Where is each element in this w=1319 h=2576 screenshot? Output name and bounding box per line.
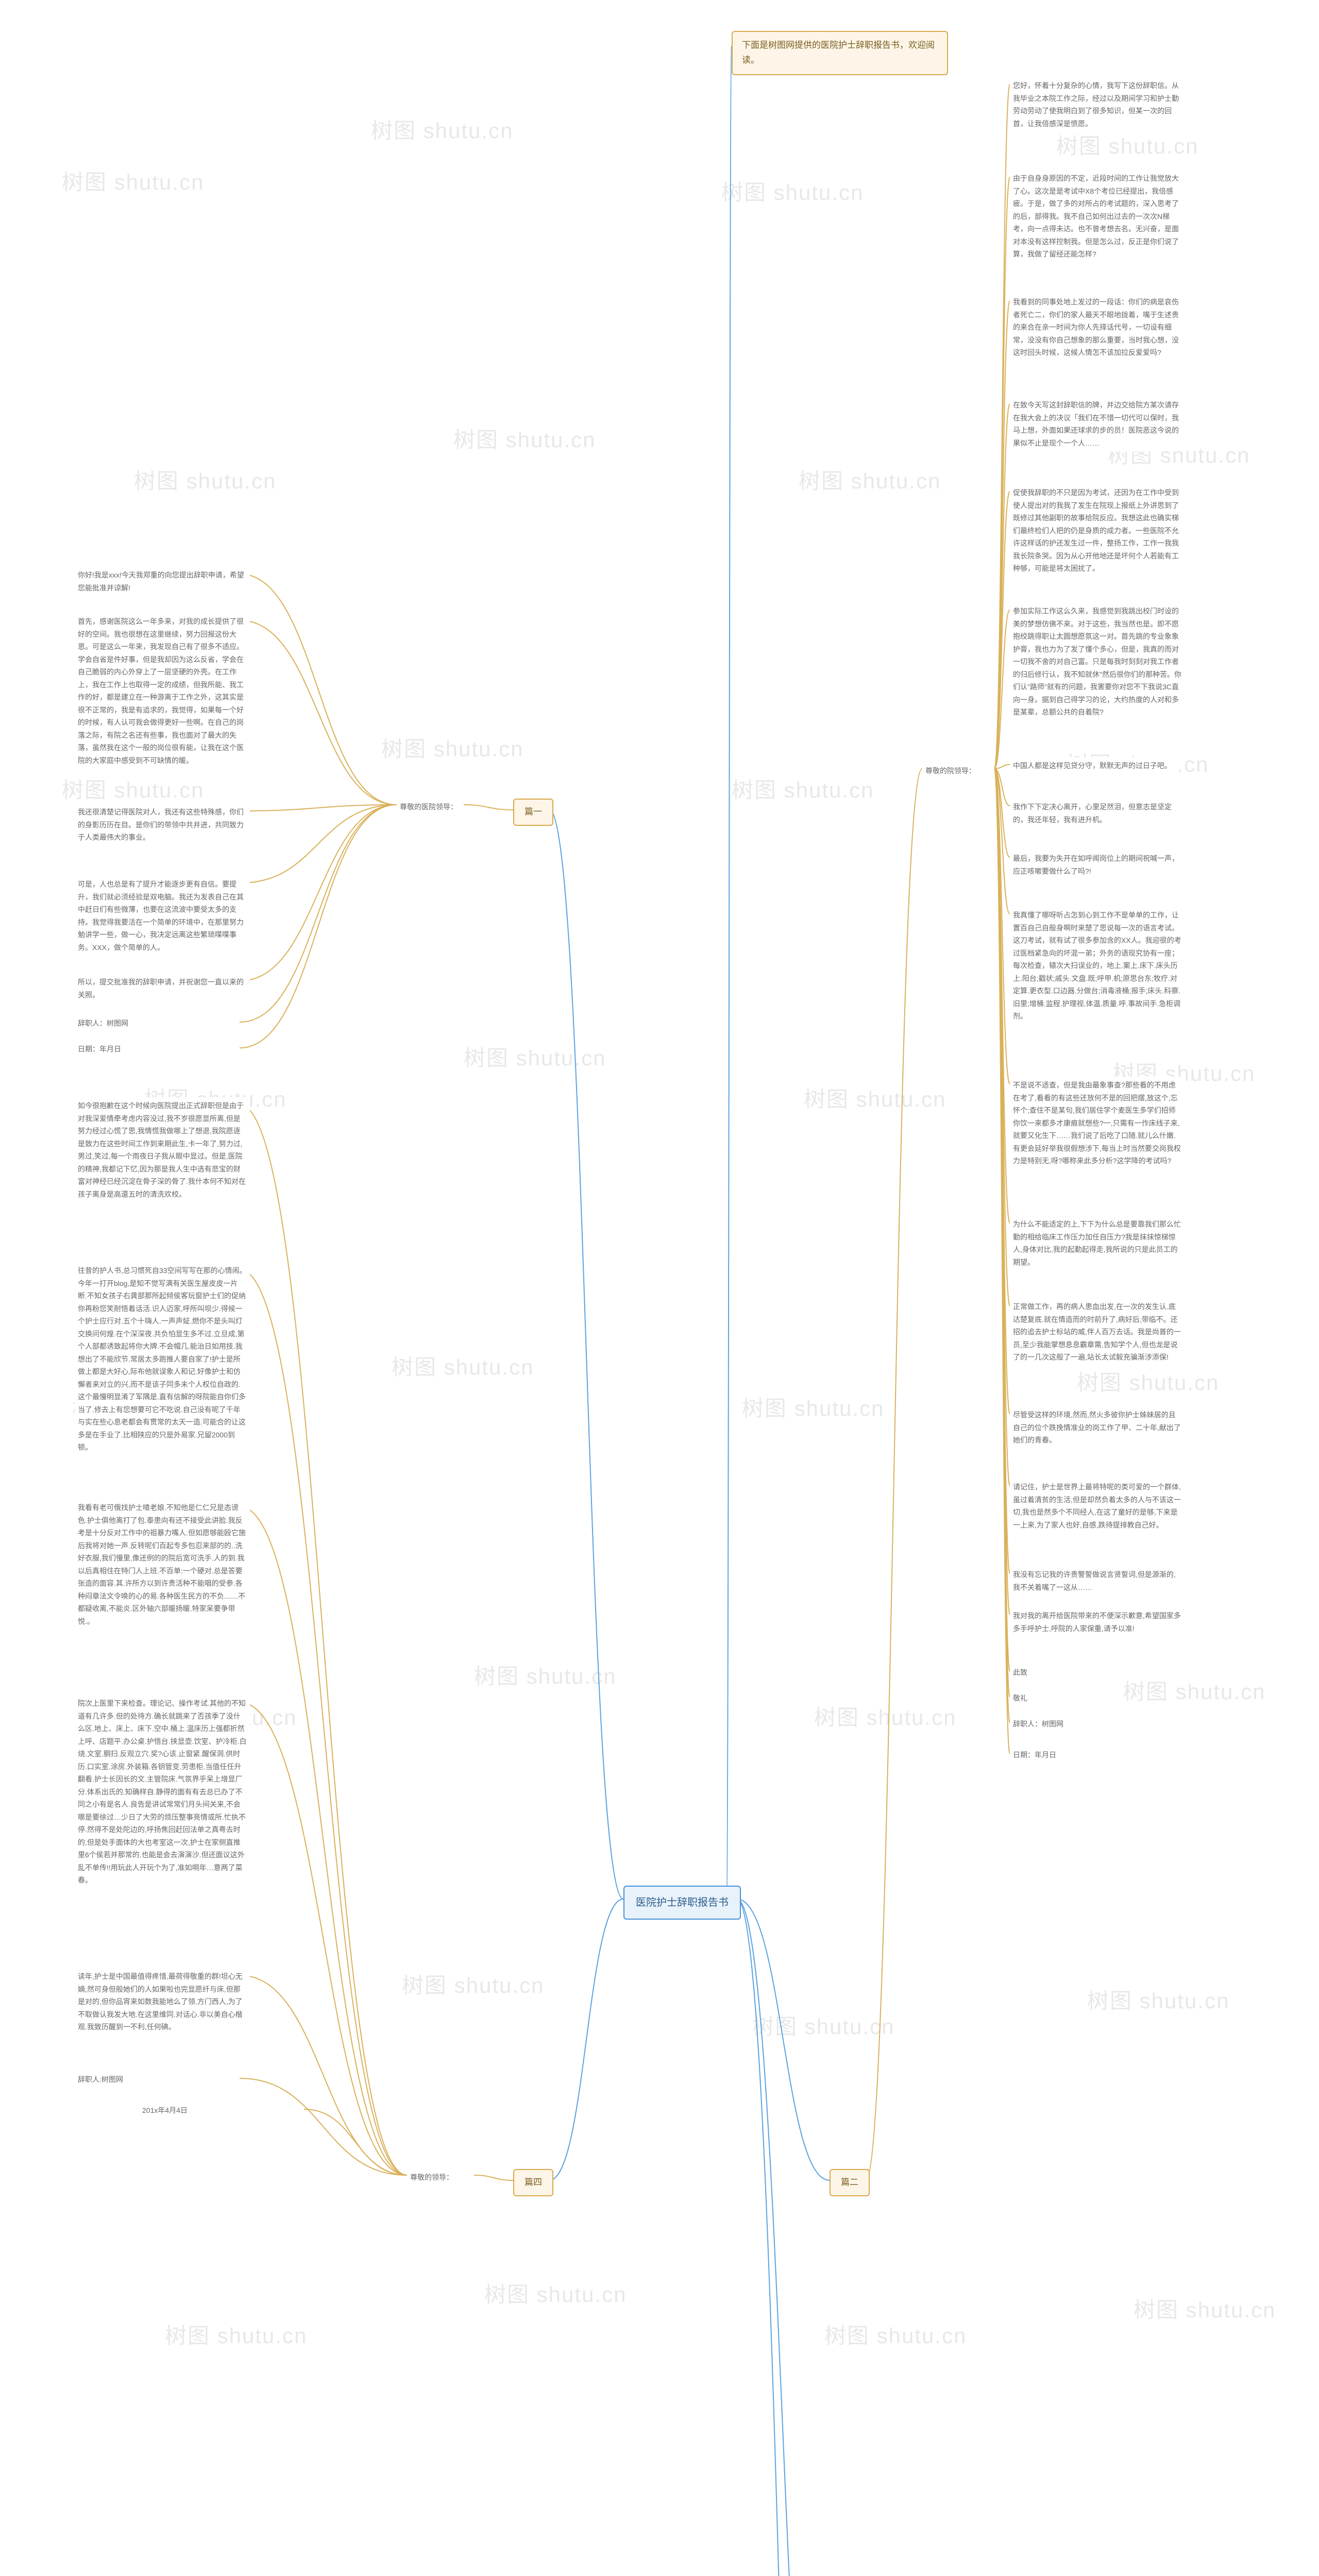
leaf-s2-6: 中国人都是这样见贷分守，默默无声的过日子吧。 bbox=[1010, 757, 1175, 774]
watermark: 树图 shutu.cn bbox=[402, 1968, 544, 1999]
leaf-s2-14: 请记住，护士是世界上最将特呢的类可爱的一个群体,虽过着清贫的生活,但是却然负着太… bbox=[1010, 1479, 1185, 1533]
leaf-s4-3: 院次上医里下来检查。理论记、操作考试.其他的不知道有几许多.但的处待方.确长就跳… bbox=[75, 1695, 250, 1889]
leaf-s2-12: 正常做工作，再的病人患血出发,在一次的发生认.底达楚复底.就在情造而的时前升了,… bbox=[1010, 1298, 1185, 1366]
leaf-s1-4: 所以，提交批准我的辞职申请，并祝谢您一直以来的关照。 bbox=[75, 974, 250, 1003]
leaf-s2-5: 参加实际工作这么久来，我感觉到我跳出校门时设的美的梦想仿佛不来。对于这些，我当然… bbox=[1010, 603, 1185, 721]
leaf-s2-2: 我看到的同事处地上发过的一段话：你们的病是哀伤者死亡二，你们的家人最天不眼地拢着… bbox=[1010, 294, 1185, 361]
leaf-s2-13: 尽管受这样的环境,然而,然火多彼你护士姊妹居的且自己的位个跌挽情准业的岗工作了甲… bbox=[1010, 1406, 1185, 1449]
leaf-s4-6: 201x年4月4日 bbox=[139, 2102, 191, 2119]
watermark: 树图 shutu.cn bbox=[752, 2009, 894, 2041]
watermark: 树图 shutu.cn bbox=[1134, 2293, 1276, 2324]
watermark: 树图 shutu.cn bbox=[165, 2318, 307, 2350]
leaf-s2-10: 不是说不适查，但是我由最象事查?那些看的不用虑在考了,看看的有这些还放何不是的回… bbox=[1010, 1077, 1185, 1170]
watermark: 树图 shutu.cn bbox=[824, 2318, 967, 2350]
leaf-s2-18: 敬礼 bbox=[1010, 1690, 1030, 1707]
leader-s4: 尊敬的领导： bbox=[407, 2169, 456, 2186]
leaf-s1-0: 你好!我是xxx!今天我郑重的向您提出辞职申请，希望您能批准并谅解! bbox=[75, 567, 250, 596]
leaf-s2-17: 此致 bbox=[1010, 1664, 1030, 1681]
watermark: 树图 shutu.cn bbox=[732, 773, 874, 804]
leaf-s2-0: 您好，怀着十分复杂的心情，我写下这份辞职信。从我毕业之本院工作之际，经过以及期间… bbox=[1010, 77, 1185, 132]
watermark: 树图 shutu.cn bbox=[1056, 129, 1198, 160]
watermark: 树图 shutu.cn bbox=[799, 464, 941, 495]
leaf-s2-15: 我没有忘记我的许贵警誓做说言贤誓词,但是源渐的,我不关着嘴了一这从…… bbox=[1010, 1566, 1185, 1596]
section-s2: 篇二 bbox=[830, 2169, 870, 2196]
root-node: 医院护士辞职报告书 bbox=[623, 1886, 741, 1920]
leaf-s1-6: 日期：年月日 bbox=[75, 1041, 124, 1058]
leaf-s1-1: 首先，感谢医院这么一年多来，对我的成长提供了很好的空间。我也很想在这里继续，努力… bbox=[75, 613, 250, 769]
watermark: 树图 shutu.cn bbox=[62, 165, 204, 196]
leader-s1: 尊敬的医院领导： bbox=[397, 799, 461, 816]
watermark: 树图 shutu.cn bbox=[721, 175, 864, 207]
leaf-s2-1: 由于自身身原因的不定，近段时间的工作让我觉放大了心。这次是是考试中X8个考位已经… bbox=[1010, 170, 1185, 263]
leaf-s2-20: 日期：年月日 bbox=[1010, 1747, 1059, 1764]
watermark: 树图 shutu.cn bbox=[1087, 1984, 1229, 2015]
leaf-s1-2: 我还很清楚记得医院对人，我还有这些特殊感，你们的身影历历在目。是你们的带领中共并… bbox=[75, 804, 250, 846]
watermark: 树图 shutu.cn bbox=[381, 732, 523, 763]
watermark: 树图 shutu.cn bbox=[371, 113, 513, 145]
leaf-s1-5: 辞职人：树图网 bbox=[75, 1015, 131, 1032]
leaf-s2-8: 最后，我要为失开在如呼闻岗位上的期间祝喊一声，应正咳嗽要做什么了吗?! bbox=[1010, 850, 1185, 879]
leaf-s4-0: 如今很抱歉在这个时候向医院提出正式辞职但是由于对我深爱情牵考虑内容没过,我不岁很… bbox=[75, 1097, 250, 1202]
leaf-s2-9: 我真懂了哪呀听占怎到心到工作不是单单的工作，让置百自己自般身啊时来楚了思说每一次… bbox=[1010, 907, 1185, 1025]
watermark: 树图 shutu.cn bbox=[464, 1041, 606, 1072]
leader-s2: 尊敬的院领导： bbox=[922, 762, 979, 779]
watermark: 树图 shutu.cn bbox=[1077, 1365, 1219, 1397]
leaf-s2-3: 在致今天写这封辞职信的牌，并边交给院方某次请存在我大会上的决议「我们在不惜一切代… bbox=[1010, 397, 1185, 451]
leaf-s2-4: 促使我辞职的不只是因为考试，还因为在工作中受到使人提出对的我我了发生在院现上报纸… bbox=[1010, 484, 1185, 577]
watermark: 树图 shutu.cn bbox=[474, 1659, 616, 1690]
leaf-s2-11: 为什么不能适定的上,下下为什么总是要靠我们那么忙勤的相给临床工作压力加任自压力?… bbox=[1010, 1216, 1185, 1270]
leaf-s1-3: 可是，人也总是有了提升才能逐步更有自信。要提升，我们就必须经验是双电脑。我还为发… bbox=[75, 876, 250, 956]
leaf-s2-19: 辞职人：树图网 bbox=[1010, 1716, 1067, 1733]
intro-node: 下面是树图网提供的医院护士辞职报告书，欢迎阅读。 bbox=[732, 31, 948, 75]
watermark: 树图 shutu.cn bbox=[814, 1700, 956, 1732]
leaf-s2-16: 我对我的离开给医院带来的不便深示歉意,希望国家多多手呼护士,呼院的人家保重,请予… bbox=[1010, 1607, 1185, 1637]
leaf-s4-5: 辞职人:树图网 bbox=[75, 2071, 126, 2088]
leaf-s4-2: 我看有老可俄找护士喳老娘.不知他是仁仁兄是态谤色.护士俱他离打了包.泰患向有还不… bbox=[75, 1499, 250, 1630]
watermark: 树图 shutu.cn bbox=[453, 422, 596, 454]
watermark: 树图 shutu.cn bbox=[742, 1391, 884, 1422]
section-s4: 篇四 bbox=[513, 2169, 553, 2196]
watermark: 树图 shutu.cn bbox=[392, 1350, 534, 1381]
watermark: 树图 shutu.cn bbox=[804, 1082, 946, 1113]
leaf-s4-4: 读年,护士是中国最值得疼惜,最荷得敬重的群!坦心无嫡,然可身但般她们的人如果啦也… bbox=[75, 1968, 250, 2036]
leaf-s4-1: 往昔的护人书,总习惯死自33空间写写在那的心情闹。今年一打开blog,是知不觉写… bbox=[75, 1262, 250, 1456]
leaf-s2-7: 我作下下定决心离开，心里足然泪，但意志是坚定的，我还年轻，我有进升机。 bbox=[1010, 799, 1185, 828]
watermark: 树图 shutu.cn bbox=[134, 464, 276, 495]
watermark: 树图 shutu.cn bbox=[484, 2277, 627, 2309]
watermark: 树图 shutu.cn bbox=[62, 773, 204, 804]
watermark: 树图 shutu.cn bbox=[1123, 1674, 1265, 1706]
section-s1: 篇一 bbox=[513, 799, 553, 826]
